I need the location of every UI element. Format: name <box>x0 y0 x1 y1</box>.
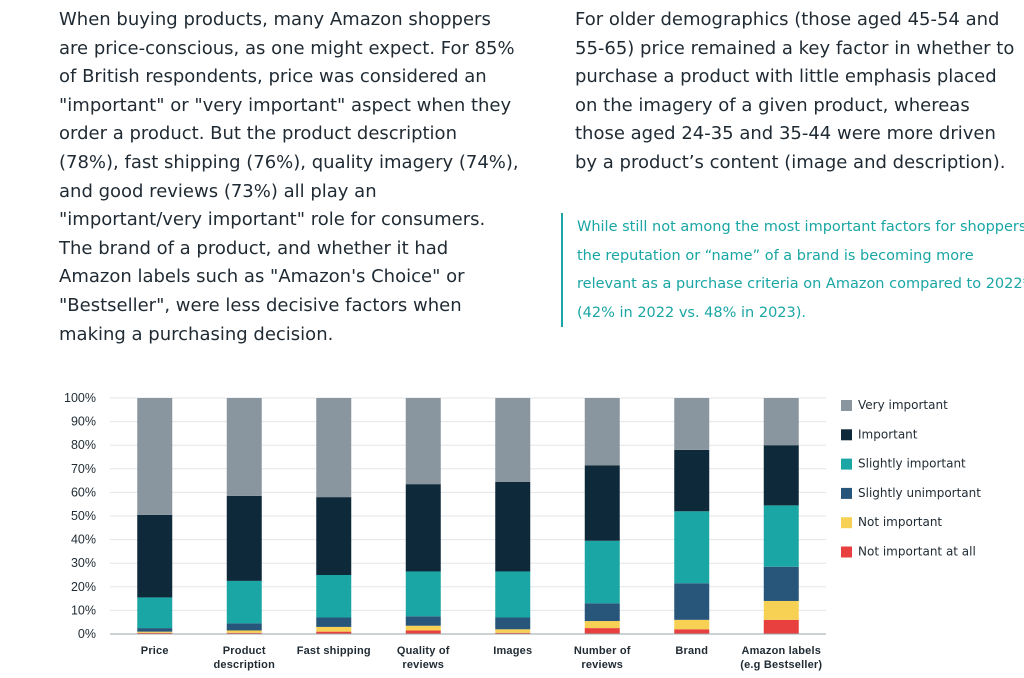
bar-segment-very-important <box>763 398 799 446</box>
bar-segment-slightly-important <box>405 571 441 617</box>
legend-label: Not important <box>858 515 942 529</box>
x-category-label: Number of <box>574 645 631 657</box>
bar-segment-slightly-unimportant <box>763 566 799 601</box>
x-category-label: Price <box>141 645 169 657</box>
y-tick-label: 20% <box>71 580 96 594</box>
bar-segment-not-important-at-all <box>137 632 173 634</box>
bar-segment-slightly-important <box>584 540 620 604</box>
y-axis-ticks: 0% 10% 20% 30% 40% 50% 60% 70% 80% 90% 100% <box>64 391 96 641</box>
legend-label: Slightly important <box>858 457 966 471</box>
legend-swatch <box>841 517 852 529</box>
bar-segment-not-important <box>316 626 352 632</box>
x-category-label: (e.g Bestseller) <box>740 659 822 671</box>
bar-segment-not-important <box>763 600 799 620</box>
y-tick-label: 50% <box>71 509 96 523</box>
gridlines <box>110 397 826 611</box>
bar-segment-important <box>137 514 173 598</box>
stacked-bars <box>137 398 799 634</box>
legend-label: Not important at all <box>858 545 976 559</box>
bar-segment-very-important <box>674 398 710 450</box>
bar-segment-very-important <box>495 398 531 482</box>
x-category-label: reviews <box>581 659 623 671</box>
bar-segment-important <box>405 484 441 572</box>
bar-segment-very-important <box>316 398 352 498</box>
x-category-label: Images <box>493 645 532 657</box>
x-axis-labels: Price Product description Fast shipping Qual… <box>141 645 822 671</box>
y-tick-label: 0% <box>78 627 96 641</box>
x-category-label: description <box>214 659 276 671</box>
bar-segment-not-important-at-all <box>763 619 799 634</box>
y-tick-label: 100% <box>64 391 96 405</box>
bar-segment-not-important-at-all <box>405 630 441 634</box>
bar-segment-slightly-important <box>137 597 173 629</box>
bar-segment-important <box>316 497 352 575</box>
legend-swatch <box>841 487 852 499</box>
bar-segment-slightly-unimportant <box>137 628 173 632</box>
bar-segment-not-important-at-all <box>495 632 531 634</box>
bar-segment-slightly-important <box>763 505 799 567</box>
bar-segment-not-important-at-all <box>316 631 352 634</box>
demographics-paragraph: For older demographics (those aged 45-54… <box>575 9 1015 173</box>
bar-segment-not-important <box>674 619 710 630</box>
bar-segment-very-important <box>226 398 262 496</box>
bar-segment-slightly-unimportant <box>674 583 710 620</box>
bar-segment-slightly-unimportant <box>405 616 441 626</box>
bar-segment-important <box>495 481 531 572</box>
legend-label: Very important <box>858 398 948 412</box>
brand-highlight-quote: While still not among the most important… <box>561 213 1024 328</box>
bar-segment-important <box>226 495 262 581</box>
intro-paragraph: When buying products, many Amazon shoppe… <box>59 9 519 345</box>
y-tick-label: 90% <box>71 415 96 429</box>
bar-segment-slightly-unimportant <box>226 623 262 631</box>
y-tick-label: 40% <box>71 533 96 547</box>
bar-segment-not-important <box>495 629 531 633</box>
bar-segment-slightly-important <box>674 511 710 584</box>
x-category-label: Brand <box>675 645 708 657</box>
legend-label: Slightly unimportant <box>858 486 981 500</box>
y-tick-label: 70% <box>71 462 96 476</box>
y-tick-label: 80% <box>71 438 96 452</box>
legend-swatch <box>841 429 852 441</box>
legend-swatch <box>841 458 852 470</box>
bar-segment-very-important <box>137 398 173 515</box>
y-tick-label: 30% <box>71 556 96 570</box>
bar-segment-slightly-important <box>316 575 352 618</box>
bar-segment-not-important-at-all <box>584 628 620 634</box>
bar-segment-important <box>674 449 710 512</box>
x-category-label: Fast shipping <box>297 645 371 657</box>
chart-legend: Very important Important Slightly importan… <box>841 398 981 559</box>
x-category-label: reviews <box>402 659 444 671</box>
bar-segment-not-important <box>226 630 262 633</box>
bar-segment-slightly-unimportant <box>495 617 531 630</box>
bar-segment-very-important <box>405 398 441 485</box>
x-category-label: Amazon labels <box>741 645 821 657</box>
bar-segment-not-important-at-all <box>674 629 710 634</box>
bar-segment-very-important <box>584 398 620 466</box>
purchase-factors-chart: 0%10%20%30%40%50%60%70%80%90%100% Price P… <box>64 391 981 671</box>
bar-segment-slightly-unimportant <box>316 617 352 627</box>
bar-segment-slightly-important <box>226 580 262 624</box>
bar-segment-important <box>584 465 620 541</box>
legend-label: Important <box>858 427 918 441</box>
bar-segment-important <box>763 445 799 506</box>
bar-segment-not-important <box>137 631 173 633</box>
y-tick-label: 10% <box>71 603 96 617</box>
bar-segment-slightly-unimportant <box>584 603 620 622</box>
legend-swatch <box>841 546 852 558</box>
bar-segment-not-important <box>584 621 620 629</box>
bar-segment-not-important <box>405 625 441 631</box>
bar-segment-slightly-important <box>495 571 531 618</box>
legend-swatch <box>841 400 852 411</box>
bar-segment-not-important-at-all <box>226 632 262 634</box>
y-tick-label: 60% <box>71 485 96 499</box>
x-category-label: Product <box>223 645 266 657</box>
x-category-label: Quality of <box>397 645 450 657</box>
